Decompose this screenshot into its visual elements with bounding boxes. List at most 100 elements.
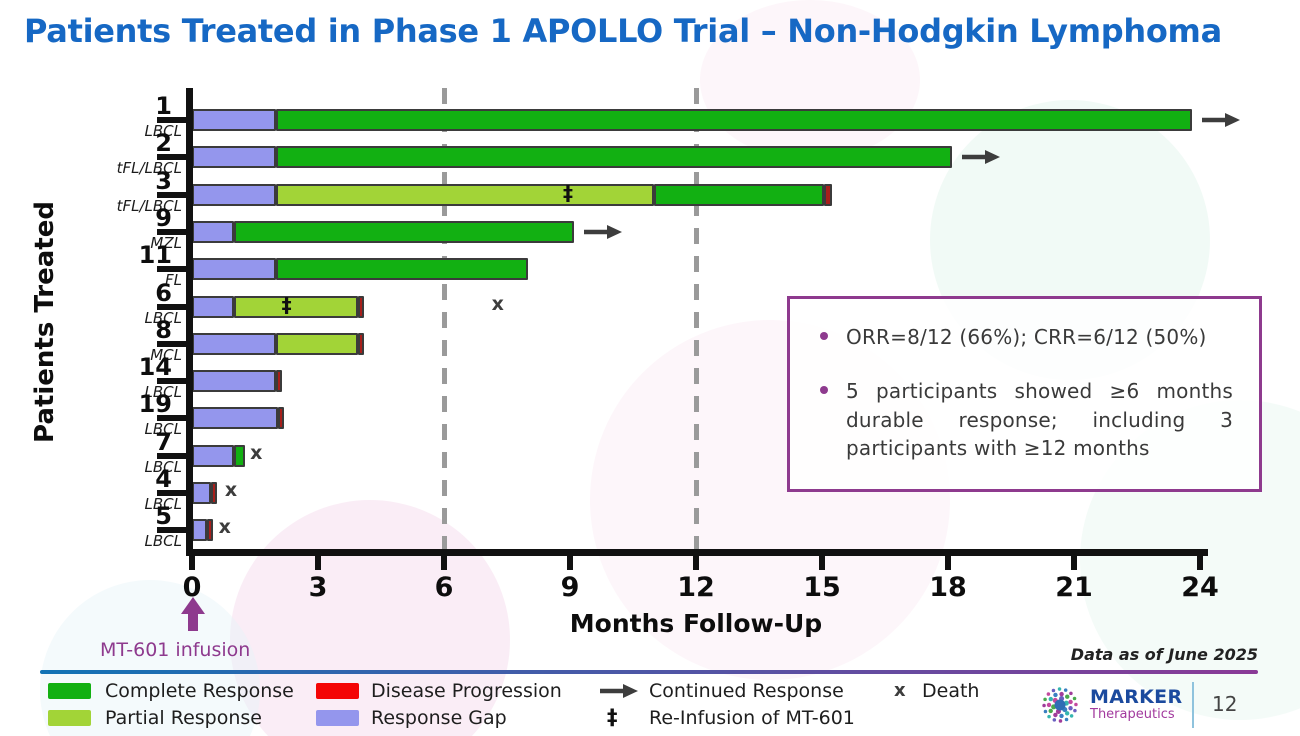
patient-disease-label: tFL/LBCL — [116, 159, 182, 178]
y-axis-line — [186, 88, 193, 556]
patient-id-label: 14 — [138, 353, 172, 382]
patient-disease-label: LBCL — [144, 420, 182, 439]
y-tick — [157, 228, 193, 235]
summary-bullet-2-text: 5 participants showed ≥6 months durable … — [846, 379, 1233, 461]
patient-disease-label: LBCL — [144, 457, 182, 476]
legend-label-continued-response: Continued Response — [649, 680, 844, 702]
infusion-up-arrow-icon — [181, 597, 205, 633]
bar-segment-response_gap — [192, 183, 276, 206]
background-circle — [700, 0, 920, 160]
patient-disease-label: MZL — [150, 233, 182, 252]
death-marker: x — [224, 479, 238, 501]
y-axis-title: Patients Treated — [30, 201, 60, 443]
bar-segment-response_gap — [192, 519, 207, 542]
patient-disease-label: MCL — [150, 345, 182, 364]
x-tick — [819, 556, 825, 570]
logo-block: MARKER Therapeutics 12 — [1036, 680, 1286, 732]
summary-bullet-1: ORR=8/12 (66%); CRR=6/12 (50%) — [818, 323, 1233, 351]
patient-disease-label: LBCL — [144, 383, 182, 402]
patient-id-label: 2 — [155, 129, 172, 158]
patient-id-label: 6 — [155, 278, 172, 307]
bar-segment-disease_progression — [278, 407, 285, 430]
death-marker: x — [250, 441, 263, 464]
legend-swatch-disease-progression — [316, 683, 359, 699]
y-tick — [157, 266, 193, 273]
logo-divider — [1192, 682, 1194, 728]
footer-divider — [40, 670, 1258, 674]
x-tick — [945, 556, 951, 570]
continued-response-arrow — [584, 224, 623, 239]
y-tick — [157, 490, 193, 496]
patient-id-label: 5 — [155, 502, 172, 531]
bar-segment-complete_response — [276, 258, 528, 281]
x-tick — [189, 556, 195, 570]
patient-id-label: 11 — [138, 241, 172, 270]
bar-segment-response_gap — [192, 258, 276, 281]
reference-line-6-months — [442, 88, 447, 549]
bar-segment-disease_progression — [357, 332, 365, 355]
x-tick — [315, 556, 321, 570]
logo-subtitle: Therapeutics — [1090, 707, 1175, 722]
x-tick-label: 3 — [308, 572, 328, 603]
patient-disease-label: FL — [165, 271, 182, 290]
legend-label-response-gap: Response Gap — [371, 707, 507, 729]
x-tick-label: 15 — [803, 572, 841, 603]
y-tick — [157, 452, 193, 459]
x-tick-label: 0 — [182, 572, 202, 603]
death-marker: x — [491, 292, 504, 315]
patient-id-label: 8 — [155, 315, 172, 344]
x-tick-label: 9 — [560, 572, 580, 603]
y-tick — [157, 117, 193, 123]
patient-id-label: 19 — [138, 390, 172, 419]
legend-label-partial-response: Partial Response — [105, 707, 263, 729]
continued-response-arrow — [1201, 113, 1240, 127]
x-tick — [567, 556, 573, 570]
y-tick — [157, 415, 193, 422]
death-legend-icon: x — [894, 680, 906, 701]
reinfusion-marker: ‡ — [563, 180, 573, 205]
patient-disease-label: LBCL — [144, 122, 182, 140]
bar-segment-complete_response — [234, 220, 575, 243]
x-tick-label: 18 — [929, 572, 967, 603]
legend-swatch-response-gap — [316, 710, 359, 726]
summary-bullet-2: 5 participants showed ≥6 months durable … — [818, 377, 1233, 462]
bar-segment-partial_response — [234, 295, 358, 318]
patient-id-label: 4 — [155, 465, 172, 493]
x-tick — [693, 556, 699, 570]
bar-segment-response_gap — [192, 146, 276, 169]
x-tick — [441, 556, 447, 570]
bar-segment-partial_response — [276, 183, 654, 206]
summary-bullet-1-text: ORR=8/12 (66%); CRR=6/12 (50%) — [846, 325, 1207, 349]
bar-segment-response_gap — [192, 444, 234, 467]
infusion-label: MT-601 infusion — [100, 639, 251, 661]
y-tick — [157, 191, 193, 198]
bar-segment-response_gap — [192, 295, 234, 318]
bullet-dot-icon — [820, 386, 828, 395]
y-tick — [157, 527, 193, 534]
bar-segment-disease_progression — [210, 482, 218, 504]
infusion-arrow-stem — [188, 614, 198, 631]
patient-id-label: 3 — [155, 166, 172, 195]
bullet-dot-icon — [820, 332, 828, 340]
bar-segment-response_gap — [192, 332, 276, 355]
patient-disease-label: LBCL — [144, 495, 182, 513]
patient-id-label: 1 — [155, 92, 172, 120]
marker-therapeutics-logo-icon — [1042, 687, 1078, 723]
y-tick — [157, 378, 193, 385]
y-tick — [157, 154, 193, 161]
x-tick — [1071, 556, 1077, 570]
background-circle — [230, 500, 510, 736]
x-tick-label: 24 — [1181, 572, 1219, 603]
bar-segment-disease_progression — [824, 183, 833, 206]
x-tick — [1197, 556, 1203, 570]
bar-segment-response_gap — [192, 220, 234, 243]
bar-segment-complete_response — [234, 444, 245, 467]
x-axis-title: Months Follow-Up — [569, 609, 823, 638]
patient-disease-label: LBCL — [144, 308, 182, 327]
legend-swatch-complete-response — [48, 683, 91, 699]
legend-label-death: Death — [922, 680, 980, 702]
patient-disease-label: tFL/LBCL — [116, 196, 182, 215]
x-tick-label: 12 — [677, 572, 715, 603]
bar-segment-disease_progression — [206, 519, 213, 542]
